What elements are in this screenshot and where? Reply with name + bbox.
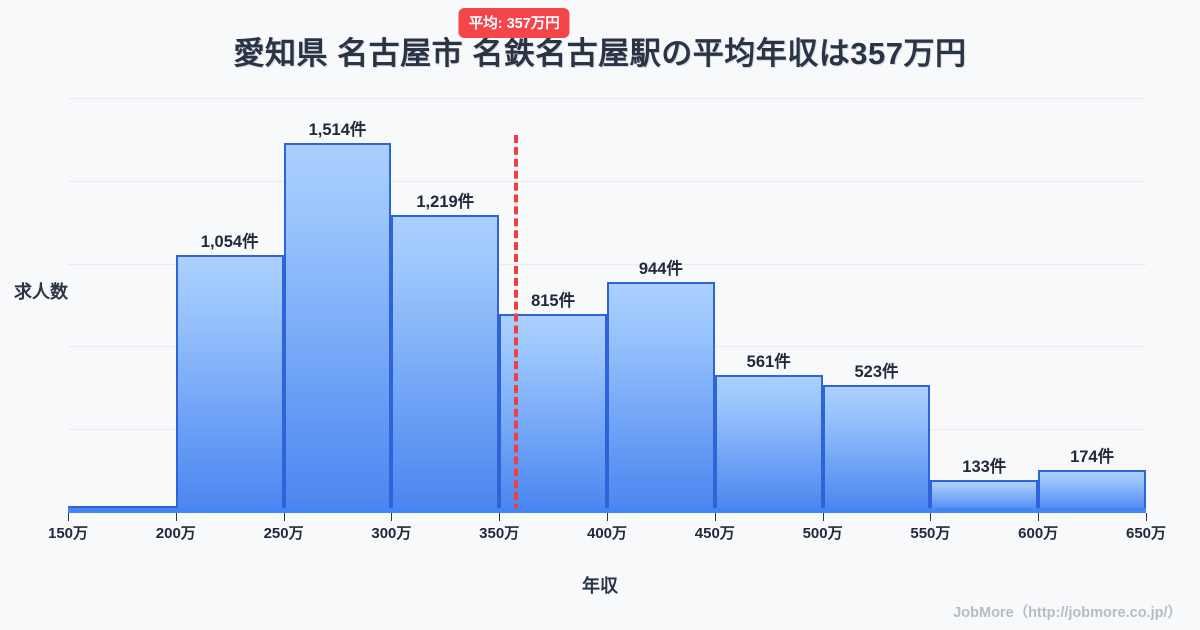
bar-value-label: 815件 <box>531 291 576 310</box>
x-axis-title: 年収 <box>582 576 618 596</box>
tick-mark <box>1038 513 1040 521</box>
tick-mark <box>499 513 501 521</box>
tick-label: 350万 <box>479 525 520 542</box>
tick-label: 600万 <box>1018 525 1059 542</box>
y-axis-title: 求人数 <box>14 282 68 302</box>
tick-mark <box>607 513 608 521</box>
bar[interactable]: 561件 <box>714 353 823 512</box>
bar[interactable]: 944件 <box>607 260 715 512</box>
tick-label: 450万 <box>694 525 735 542</box>
gridline <box>68 180 1146 182</box>
tick-label: 400万 <box>586 525 628 542</box>
bar-value-label: 1,514件 <box>308 121 367 140</box>
tick-mark <box>822 513 824 521</box>
tick-mark <box>1146 513 1147 521</box>
bar[interactable]: 1,219件 <box>391 193 500 512</box>
tick-mark <box>175 513 177 521</box>
tick-mark <box>391 513 393 521</box>
tick-label: 150万 <box>47 525 89 542</box>
gridline <box>68 98 1146 99</box>
bar[interactable]: 1,514件 <box>283 121 392 512</box>
bar-value-label: 174件 <box>1070 447 1115 466</box>
bar-series: 1,054件 1,514件 1,219件 815件 944件 561件 523件 133件 17… <box>68 98 1146 512</box>
bar[interactable]: 523件 <box>822 363 931 512</box>
bar[interactable]: 174件 <box>1038 448 1146 512</box>
bar-value-label: 1,054件 <box>200 233 259 252</box>
tick-label: 300万 <box>371 525 412 542</box>
x-axis-line <box>68 508 1146 513</box>
plot-area: 1,054件 1,514件 1,219件 815件 944件 561件 523件 133件 17… <box>68 98 1146 512</box>
bar-value-label: 523件 <box>854 362 899 381</box>
page-title: 愛知県 名古屋市 名鉄名古屋駅の平均年収は357万円 <box>233 36 967 71</box>
tick-label: 200万 <box>155 525 196 542</box>
bar-value-label: 133件 <box>962 457 1007 476</box>
average-badge: 平均: 357万円 <box>458 8 570 38</box>
average-line <box>514 135 519 512</box>
bar-value-label: 944件 <box>638 260 683 279</box>
x-axis-ticks: 150万 200万 250万 300万 350万 400万 450万 500万 550万 600万… <box>48 513 1166 547</box>
footer-credit: JobMore（http://jobmore.co.jp/） <box>953 605 1182 621</box>
bar-value-label: 1,219件 <box>416 193 475 212</box>
tick-mark <box>930 513 932 521</box>
tick-mark <box>283 513 285 521</box>
bar-value-label: 561件 <box>746 353 791 372</box>
tick-mark <box>68 513 69 521</box>
tick-label: 650万 <box>1125 525 1167 542</box>
bar[interactable]: 1,054件 <box>175 233 284 512</box>
gridline <box>68 263 1146 265</box>
tick-label: 500万 <box>802 525 843 542</box>
bar[interactable]: 133件 <box>930 458 1039 512</box>
tick-label: 250万 <box>263 525 304 542</box>
tick-mark <box>714 513 716 521</box>
tick-label: 550万 <box>910 525 951 542</box>
